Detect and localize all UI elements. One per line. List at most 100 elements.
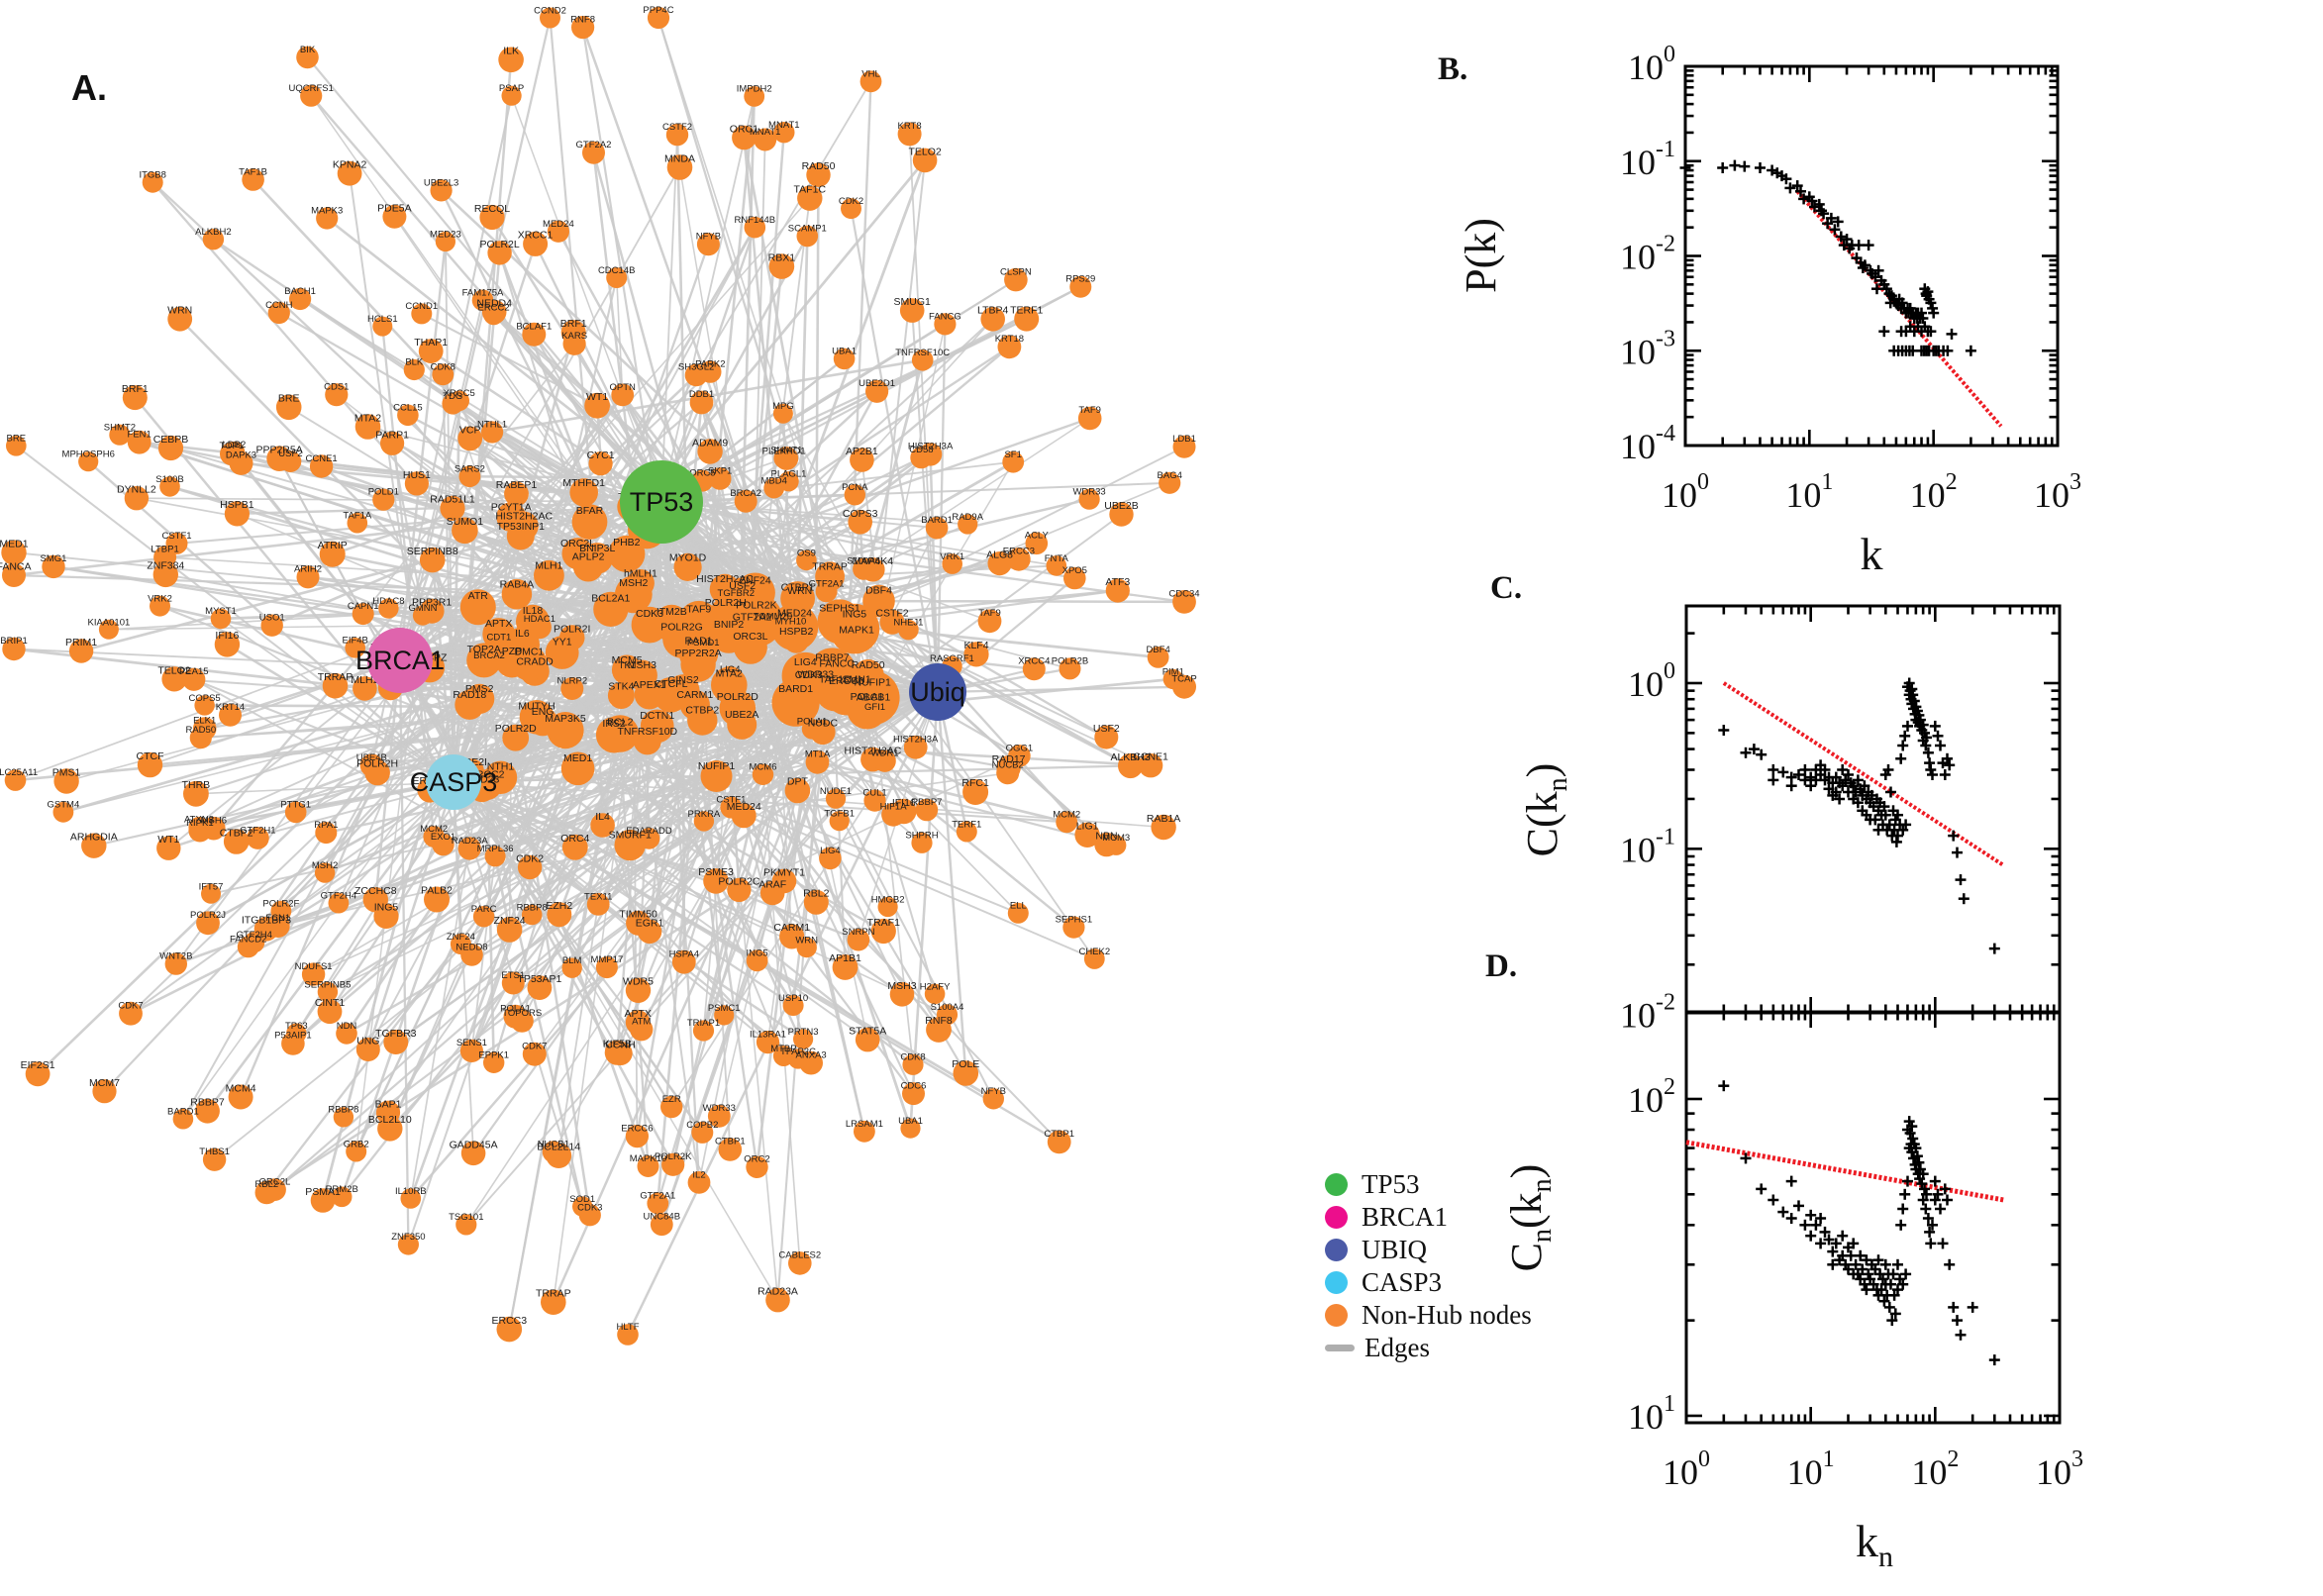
network-node-label: RAD51L1: [430, 494, 475, 506]
network-node: [1022, 657, 1046, 681]
network-node-label: MSH2: [619, 577, 648, 589]
network-node: [647, 6, 670, 30]
network-node-label: FANCG: [929, 311, 961, 322]
network-node-label: CCNE1: [1133, 751, 1168, 763]
network-node-label: STAT5A: [849, 1026, 886, 1038]
network-node: [310, 1188, 336, 1213]
network-node: [364, 759, 390, 786]
network-node-label: LIG1: [1076, 821, 1099, 833]
network-node-label: NUFIP1: [855, 677, 892, 689]
network-hubs: TP53 BRCA1 Ubiq CASP3: [355, 460, 966, 810]
network-node: [593, 591, 629, 628]
network-node-label: CTCF: [137, 750, 164, 762]
network-node-label: SMG1: [41, 553, 67, 564]
network-node-label: USF2: [729, 580, 756, 592]
network-node: [924, 983, 946, 1005]
network-node-label: ZNF350: [391, 1232, 425, 1243]
network-node: [159, 476, 180, 497]
network-node-label: DPT: [787, 776, 809, 788]
network-node-label: BARD1: [167, 1107, 199, 1118]
data-points: [1718, 1080, 2000, 1366]
network-node-label: MCM7: [89, 1077, 120, 1089]
network-node: [142, 171, 163, 193]
network-node-label: POLD1: [368, 487, 399, 498]
network-node-label: FANCA: [0, 561, 32, 573]
network-node: [1007, 548, 1031, 571]
network-node-label: TNFRSF10D: [617, 726, 677, 738]
network-node-label: KIAA0101: [88, 617, 131, 628]
network-node: [202, 816, 226, 841]
network-node: [982, 1088, 1004, 1110]
network-node-label: NDUFS1: [295, 961, 333, 972]
network-node-label: ATR: [468, 590, 489, 602]
network-node: [844, 484, 865, 506]
panel-c-label: C.: [1490, 570, 1523, 606]
network-node: [942, 553, 962, 574]
network-node-label: VRK2: [148, 593, 172, 604]
network-node-label: CCNH: [265, 300, 293, 311]
network-node-label: POLR2F: [262, 898, 299, 909]
network-node: [98, 619, 119, 640]
network-node-label: KRT14: [216, 702, 245, 713]
network-node-label: EXO1: [431, 832, 455, 843]
network-node-label: HSPA4: [669, 948, 699, 959]
network-node: [1159, 471, 1181, 494]
network-node-label: CTBP1: [1044, 1129, 1074, 1140]
network-node-label: ING5: [843, 609, 867, 621]
network-node-label: SLC25A11: [0, 767, 38, 778]
network-node: [873, 749, 896, 772]
network-node: [284, 801, 307, 824]
network-node-label: MAPK3: [311, 206, 343, 217]
network-node-label: APTX: [485, 618, 512, 630]
network-node-label: LDB1: [1172, 434, 1196, 445]
network-node: [693, 811, 715, 832]
y-axis-title: Cn(kn): [1502, 1164, 1558, 1272]
network-node-label: BRCA2: [730, 488, 761, 499]
plot-panel-B: 100 101 102 103 100 10-1 10-2 10-3 10-4 k P(k): [1457, 42, 2081, 579]
network-node-label: MED1: [563, 752, 592, 764]
network-node-label: BRF1: [560, 318, 587, 330]
network-node: [631, 606, 668, 644]
network-node-label: ARIH2: [294, 564, 322, 575]
network-node-label: HDAC8: [372, 596, 404, 607]
network-node: [665, 123, 689, 147]
network-node-label: ARHGDIA: [70, 832, 118, 844]
network-node-label: PSAP: [499, 83, 524, 94]
network-node-label: OPTN: [610, 382, 637, 393]
network-node-label: NDN: [337, 1021, 357, 1032]
network-node: [746, 1155, 768, 1179]
network-node: [824, 659, 851, 685]
network-node-label: MCM5: [612, 654, 643, 666]
axis-tick-label: 100: [1628, 658, 1675, 704]
network-node: [281, 1032, 305, 1055]
network-node-label: HIST2H2AC: [696, 573, 754, 585]
network-node-label: IL4: [595, 811, 610, 823]
network-node-label: TP53AP1: [517, 973, 561, 985]
network-node-label: MLH1: [351, 674, 378, 686]
network-node: [625, 1125, 650, 1148]
network-node-label: BAG4: [1158, 470, 1182, 481]
network-node: [765, 1287, 790, 1313]
network-node: [903, 735, 928, 759]
network-node-label: EIF2S1: [21, 1059, 55, 1071]
axis-tick-label: 103: [2036, 1446, 2083, 1492]
network-node: [754, 128, 777, 151]
network-node: [772, 1046, 794, 1066]
network-node-label: POLR2G: [660, 622, 703, 634]
network-node-label: TERF1: [1010, 305, 1043, 317]
axis-tick-label: 102: [1910, 469, 1958, 515]
network-node: [484, 846, 506, 867]
network-node-label: POLA1: [851, 691, 884, 703]
network-node-label: UBA1: [832, 347, 857, 357]
network-node: [355, 1038, 380, 1061]
network-node: [418, 339, 444, 363]
network-node: [450, 934, 471, 954]
network-node: [317, 999, 343, 1025]
network-node-label: SMUG1: [894, 296, 932, 308]
network-node: [780, 581, 815, 616]
network-node-label: NUCB2: [992, 760, 1024, 771]
network-node-label: GINS2: [667, 674, 699, 686]
network-node: [165, 532, 188, 554]
network-node-label: MED1: [0, 538, 29, 549]
network-node-label: HIST2H2AC: [495, 511, 553, 523]
